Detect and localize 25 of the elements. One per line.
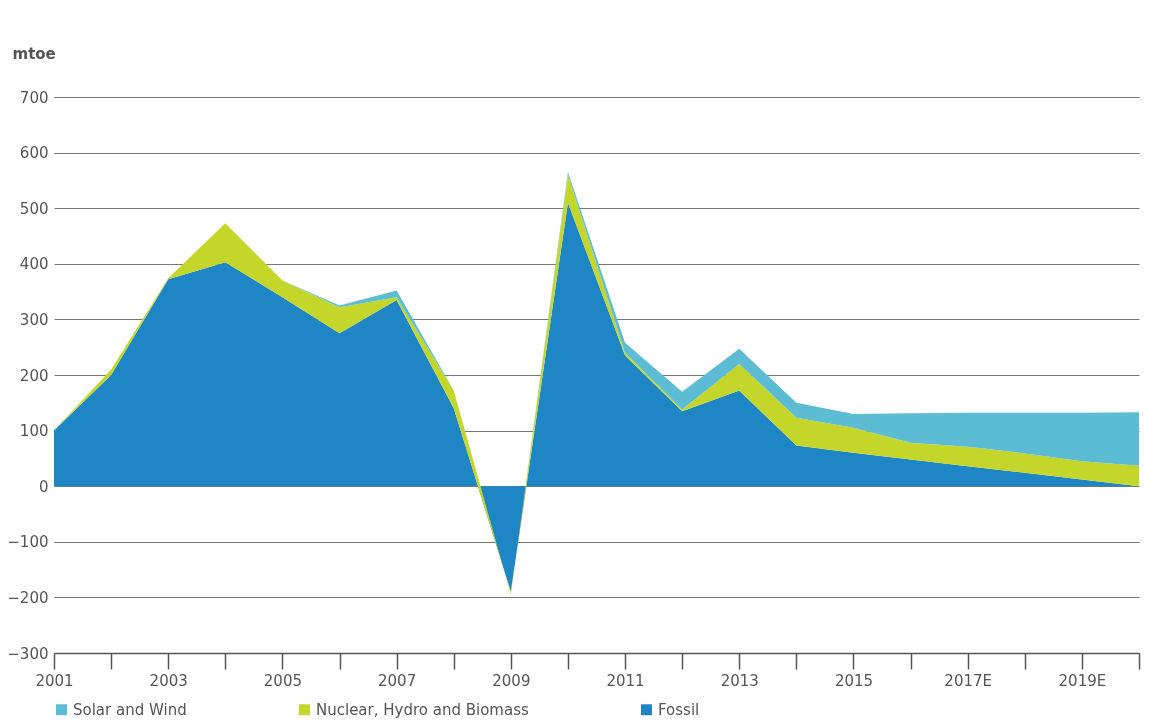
y-tick-label: −300 [7, 644, 49, 663]
x-tick-label: 2005 [263, 671, 303, 690]
y-tick-label: 600 [19, 144, 49, 163]
y-tick-label: 100 [19, 422, 49, 441]
y-tick-label: 400 [19, 255, 49, 274]
x-tick-label: 2011 [606, 671, 645, 690]
x-tick-label: 2013 [720, 671, 759, 690]
y-tick-label: 500 [19, 199, 49, 218]
y-tick-label: −100 [7, 533, 49, 552]
x-tick-label: 2015 [834, 671, 874, 690]
x-tick-label: 2009 [492, 671, 531, 690]
legend-label: Nuclear, Hydro and Biomass [316, 700, 529, 719]
legend-label: Solar and Wind [73, 700, 187, 719]
y-tick-label: 700 [19, 88, 49, 107]
x-tick-label: 2017E [944, 671, 993, 690]
x-tick-label: 2007 [378, 671, 417, 690]
y-tick-label: 0 [38, 477, 49, 496]
legend-label: Fossil [658, 700, 700, 719]
y-tick-label: −200 [7, 588, 49, 607]
y-axis-title: mtoe [12, 44, 56, 63]
y-tick-label: 200 [19, 366, 49, 385]
x-tick-label: 2019E [1058, 671, 1107, 690]
x-tick-label: 2003 [149, 671, 188, 690]
y-tick-label: 300 [19, 310, 49, 329]
x-tick-label: 2001 [35, 671, 74, 690]
